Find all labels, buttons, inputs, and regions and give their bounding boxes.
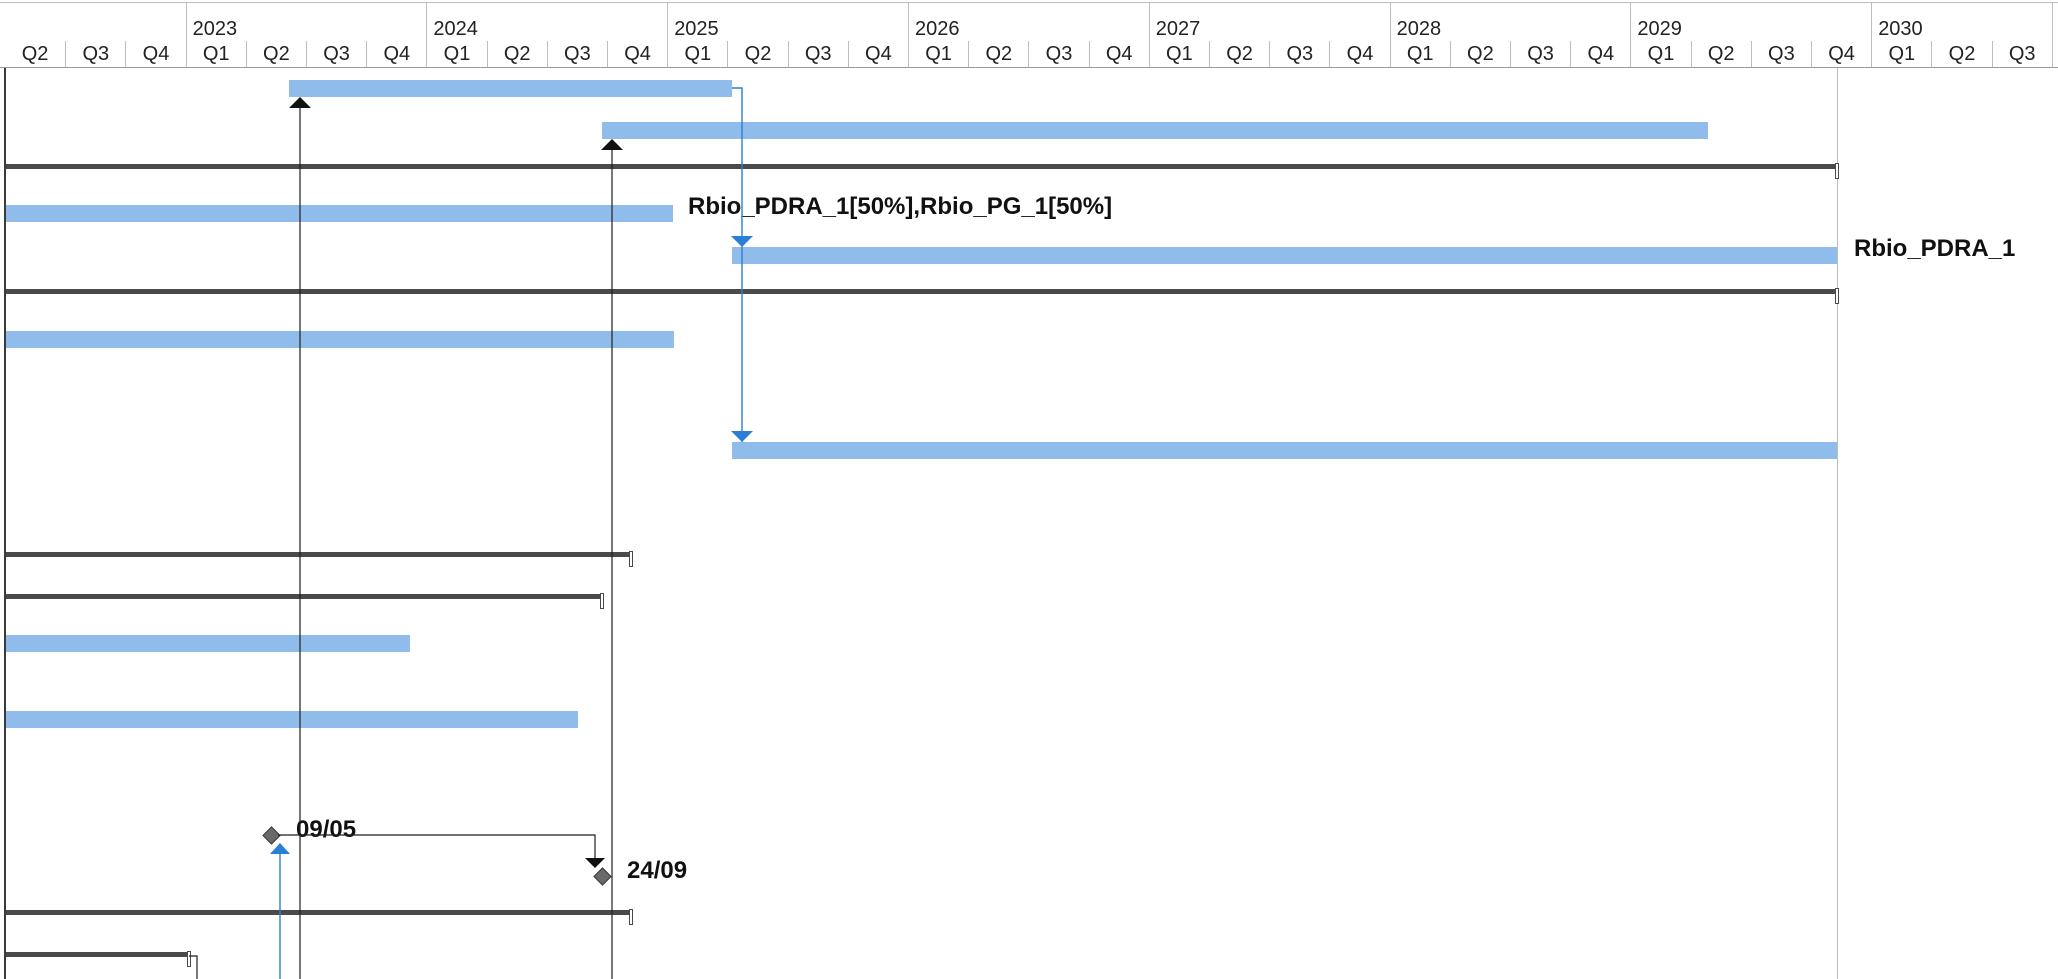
dependency-arrowhead: [601, 139, 623, 150]
timescale-top-border: [0, 2, 2058, 3]
quarter-cell: Q3: [1269, 41, 1329, 67]
summary-bar-end-cap: [629, 909, 633, 925]
year-cell: 2028: [1389, 3, 1631, 44]
quarter-cell: Q2: [1209, 41, 1269, 67]
dependency-link-line: [278, 834, 596, 860]
summary-bar[interactable]: [6, 164, 1837, 169]
quarter-cell: Q3: [306, 41, 366, 67]
quarter-cell: Q1: [1389, 41, 1450, 67]
quarter-cell: Q1: [1871, 41, 1931, 67]
year-label: 2028: [1396, 18, 1442, 40]
quarter-cell: Q3: [1510, 41, 1570, 67]
quarter-cell: Q4: [607, 41, 667, 67]
quarter-cell: Q2: [245, 41, 306, 67]
summary-bar-end-cap: [600, 593, 604, 609]
dependency-link-line: [189, 955, 198, 979]
milestone-date-label: 09/05: [296, 816, 357, 843]
year-label: 2027: [1155, 18, 1201, 40]
quarter-cell: Q3: [546, 41, 607, 67]
quarter-cell: Q2: [968, 41, 1028, 67]
year-label: 2030: [1878, 18, 1923, 40]
chart-left-edge: [4, 68, 6, 979]
summary-bar[interactable]: [6, 289, 1837, 294]
task-bar[interactable]: [732, 247, 1837, 264]
year-label: 2025: [674, 18, 719, 40]
quarter-cell: Q1: [1630, 41, 1690, 67]
quarter-cell: Q1: [185, 41, 246, 67]
timescale-right-edge: [2051, 3, 2053, 67]
summary-bar[interactable]: [6, 552, 631, 557]
quarter-cell: Q1: [667, 41, 727, 67]
quarter-cell: Q3: [787, 41, 848, 67]
critical-arrowhead: [270, 843, 290, 854]
quarter-cell: Q3: [1750, 41, 1811, 67]
quarter-cell: Q2: [1449, 41, 1510, 67]
quarter-cell: Q3: [1991, 41, 2052, 67]
summary-bar-end-cap: [629, 551, 633, 567]
quarter-cell: Q3: [65, 41, 125, 67]
quarter-cell: Q4: [366, 41, 426, 67]
timescale-header: 2023 2024 2025 2026 2027 2028 2029 2030 Q2 Q3 Q4 Q…: [0, 0, 2058, 68]
year-label: 2024: [433, 18, 478, 40]
quarter-cell: Q1: [1148, 41, 1209, 67]
timescale-bottom-border: [0, 67, 2058, 68]
year-cell: 2029: [1630, 3, 1871, 44]
year-cell: 2030: [1871, 3, 2058, 44]
quarter-cell: Q4: [1811, 41, 1871, 67]
summary-bar-end-cap: [187, 951, 191, 967]
year-label: 2023: [192, 18, 238, 40]
quarter-cell: Q4: [125, 41, 185, 67]
summary-bar[interactable]: [6, 910, 631, 915]
year-cell: 2023: [185, 3, 427, 44]
quarter-cell: Q4: [1329, 41, 1389, 67]
quarter-cell: Q2: [727, 41, 787, 67]
task-bar[interactable]: [289, 80, 732, 97]
dependency-arrowhead: [585, 858, 605, 868]
summary-bar-end-cap: [1835, 163, 1839, 179]
year-label: 2026: [915, 18, 960, 40]
task-bar[interactable]: [732, 442, 1837, 459]
summary-bar[interactable]: [6, 594, 602, 599]
task-bar[interactable]: [6, 635, 410, 652]
quarter-cell: Q2: [486, 41, 547, 67]
project-finish-line: [1837, 68, 1838, 979]
dependency-arrowhead: [289, 97, 311, 108]
quarter-cell: Q1: [426, 41, 486, 67]
task-bar[interactable]: [6, 711, 578, 728]
task-bar[interactable]: [6, 205, 673, 222]
quarter-cell: Q1: [908, 41, 968, 67]
year-cell: 2027: [1148, 3, 1390, 44]
year-cell: 2024: [426, 3, 667, 44]
task-bar[interactable]: [6, 331, 674, 348]
quarter-cell: Q4: [847, 41, 908, 67]
year-cell: 2026: [908, 3, 1149, 44]
summary-bar[interactable]: [6, 952, 189, 957]
task-bar[interactable]: [602, 122, 1708, 139]
resource-label: Rbio_PDRA_1: [1854, 235, 2016, 262]
quarter-cell: Q4: [1570, 41, 1630, 67]
milestone-date-label: 24/09: [627, 857, 688, 884]
summary-bar-end-cap: [1835, 288, 1839, 304]
year-label: 2029: [1637, 18, 1682, 40]
critical-link-line: [732, 87, 743, 442]
year-cell: 2025: [667, 3, 908, 44]
resource-label: Rbio_PDRA_1[50%],Rbio_PG_1[50%]: [688, 193, 1113, 220]
quarter-cell: Q2: [21, 43, 49, 65]
quarter-cell: Q3: [1028, 41, 1088, 67]
quarter-cell: Q4: [1088, 41, 1149, 67]
quarter-cell: Q2: [1690, 41, 1751, 67]
critical-arrowhead: [731, 236, 753, 247]
critical-arrowhead: [731, 431, 753, 442]
quarter-cell: Q2: [1931, 41, 1991, 67]
